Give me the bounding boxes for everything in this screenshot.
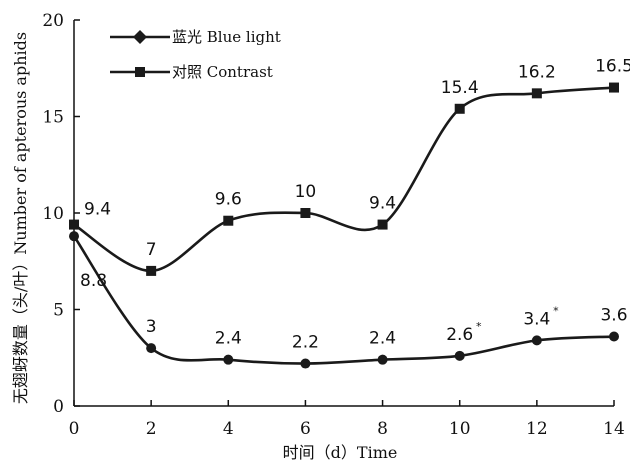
y-tick-label: 15 <box>42 108 64 128</box>
x-tick-label: 8 <box>377 419 388 439</box>
y-ticks: 0 5 10 15 20 <box>42 11 80 417</box>
data-label: 7 <box>146 240 157 260</box>
series-line <box>73 86 615 273</box>
data-point <box>146 343 157 354</box>
data-point <box>223 215 234 226</box>
data-labels: 8.832.42.22.42.6*3.4*3.6*9.479.6109.415.… <box>80 57 630 353</box>
legend-marker <box>133 30 147 44</box>
data-point <box>69 231 79 242</box>
data-label: 16.5 <box>595 57 630 77</box>
data-point <box>69 219 79 230</box>
significance-mark: * <box>476 320 482 333</box>
x-tick-label: 4 <box>223 419 234 439</box>
data-label: 16.2 <box>518 62 556 82</box>
data-label: 3.6 <box>600 306 627 326</box>
y-tick-label: 20 <box>42 11 64 31</box>
x-tick-label: 10 <box>449 419 471 439</box>
data-label: 3.4 <box>523 309 550 329</box>
data-label: 2.4 <box>369 329 396 349</box>
data-point <box>223 354 234 365</box>
y-tick-label: 10 <box>42 204 64 224</box>
data-point <box>531 335 542 346</box>
data-label: 2.2 <box>292 333 319 353</box>
data-point <box>146 265 157 276</box>
data-point <box>454 103 465 114</box>
data-label: 2.6 <box>446 325 473 345</box>
data-label: 2.4 <box>215 329 242 349</box>
data-point <box>454 350 465 361</box>
x-tick-label: 2 <box>146 419 157 439</box>
data-point <box>531 88 542 99</box>
data-point <box>300 208 311 218</box>
data-point <box>377 354 388 365</box>
y-axis-title: 无翅蚜数量（头/叶）Number of apterous aphids <box>11 32 30 404</box>
data-label: 9.4 <box>369 194 396 214</box>
series-layer <box>69 82 619 369</box>
data-point <box>377 219 388 230</box>
significance-mark: * <box>553 304 559 317</box>
data-label: 8.8 <box>80 271 107 291</box>
x-tick-label: 0 <box>69 419 80 439</box>
data-label: 15.4 <box>441 78 479 98</box>
x-tick-label: 14 <box>603 419 625 439</box>
y-tick-label: 0 <box>53 397 64 417</box>
legend: 蓝光 Blue light 对照 Contrast <box>110 28 281 81</box>
legend-marker <box>135 67 145 77</box>
y-tick-label: 5 <box>53 301 64 321</box>
data-point <box>609 331 619 342</box>
x-ticks: 0 2 4 6 8 10 12 14 <box>69 400 625 439</box>
data-label: 9.6 <box>215 190 242 210</box>
legend-label: 对照 Contrast <box>172 63 273 81</box>
legend-label: 蓝光 Blue light <box>172 28 281 46</box>
data-point <box>300 358 311 369</box>
data-point <box>609 82 619 93</box>
data-label: 3 <box>146 317 157 337</box>
data-label: 10 <box>295 182 317 202</box>
x-tick-label: 6 <box>300 419 311 439</box>
x-axis-title: 时间（d）Time <box>283 443 398 462</box>
data-label: 9.4 <box>84 200 111 220</box>
x-tick-label: 12 <box>526 419 548 439</box>
